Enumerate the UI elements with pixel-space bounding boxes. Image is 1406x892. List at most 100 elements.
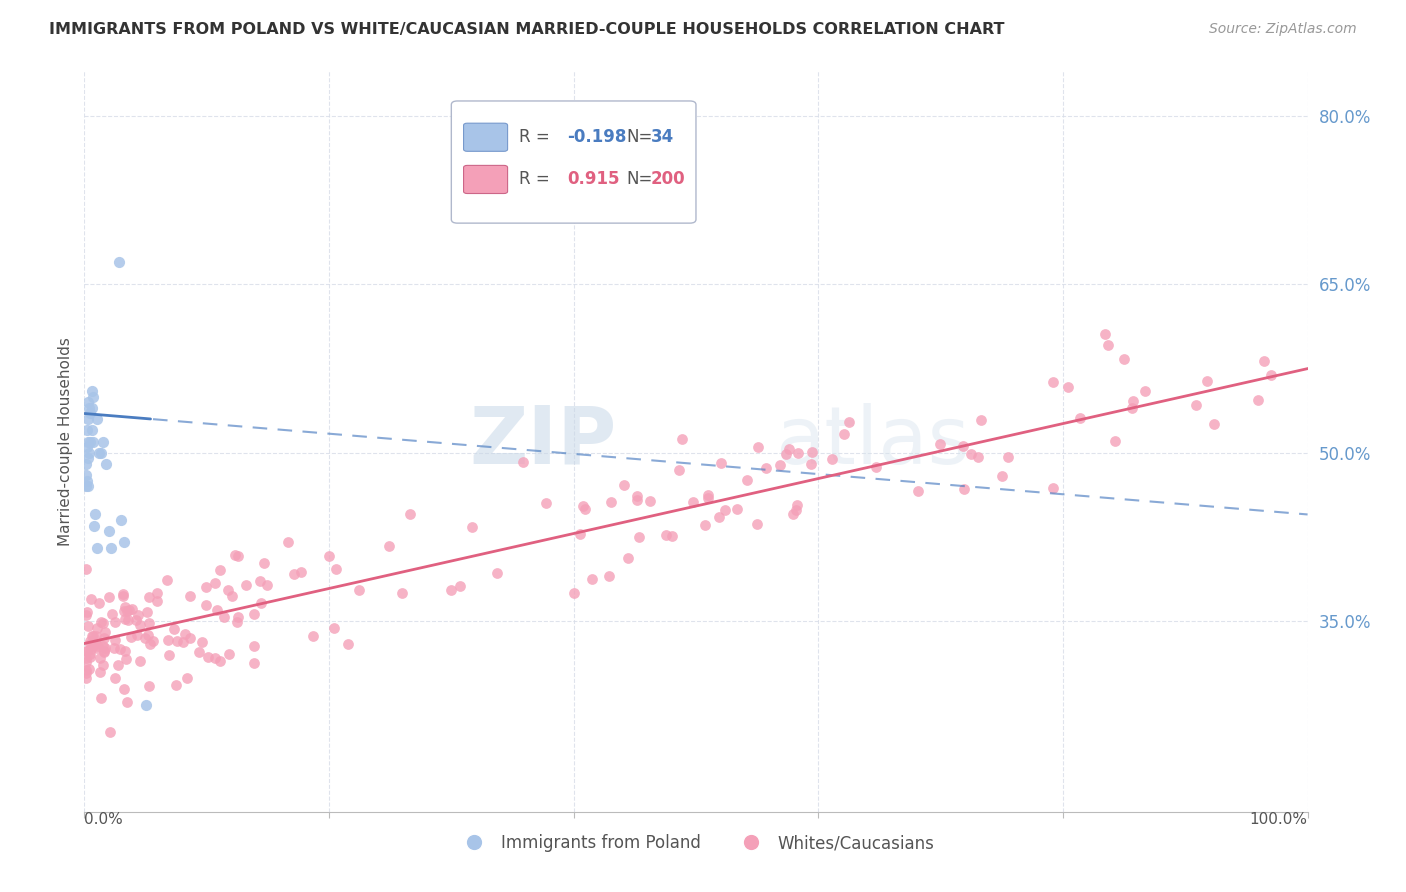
- Point: [98, 724, 121, 739]
- Point: [77, 446, 100, 460]
- Point: [243, 607, 266, 621]
- Point: [696, 491, 718, 505]
- Point: [104, 615, 127, 629]
- Point: [671, 432, 693, 446]
- Point: [617, 551, 640, 566]
- Point: [75, 665, 97, 680]
- Point: [226, 615, 249, 630]
- Point: [129, 654, 152, 668]
- Point: [1094, 327, 1116, 342]
- Point: [115, 605, 138, 619]
- Point: [100, 607, 122, 621]
- Point: [135, 605, 157, 619]
- Point: [82, 638, 104, 652]
- Point: [156, 632, 179, 647]
- Point: [117, 613, 139, 627]
- Point: [785, 502, 807, 516]
- FancyBboxPatch shape: [464, 165, 508, 194]
- Point: [682, 495, 704, 509]
- Point: [693, 517, 716, 532]
- Point: [76, 440, 98, 454]
- Point: [952, 439, 974, 453]
- Point: [165, 678, 187, 692]
- Point: [77, 479, 100, 493]
- Point: [75, 671, 97, 685]
- Point: [747, 440, 769, 454]
- Point: [253, 556, 276, 570]
- Point: [112, 535, 135, 549]
- Point: [249, 596, 271, 610]
- Text: 200: 200: [651, 170, 685, 188]
- Point: [75, 651, 97, 665]
- Point: [1260, 368, 1282, 382]
- Point: [655, 528, 678, 542]
- Point: [714, 503, 737, 517]
- Point: [218, 648, 240, 662]
- Point: [747, 516, 769, 531]
- Point: [125, 613, 148, 627]
- Point: [337, 637, 360, 651]
- Point: [127, 607, 149, 622]
- Point: [786, 446, 808, 460]
- Point: [82, 390, 104, 404]
- Point: [91, 434, 114, 449]
- Text: ZIP: ZIP: [470, 402, 616, 481]
- Point: [322, 620, 344, 634]
- Point: [572, 500, 595, 514]
- Text: N=: N=: [626, 170, 652, 188]
- Point: [83, 518, 105, 533]
- Text: Source: ZipAtlas.com: Source: ZipAtlas.com: [1209, 22, 1357, 37]
- Point: [172, 635, 194, 649]
- Point: [997, 450, 1019, 464]
- Point: [104, 671, 127, 685]
- Point: [114, 644, 136, 658]
- Point: [166, 634, 188, 648]
- Point: [84, 508, 107, 522]
- Text: IMMIGRANTS FROM POLAND VS WHITE/CAUCASIAN MARRIED-COUPLE HOUSEHOLDS CORRELATION : IMMIGRANTS FROM POLAND VS WHITE/CAUCASIA…: [49, 22, 1005, 37]
- Point: [176, 672, 198, 686]
- Point: [378, 539, 401, 553]
- Point: [838, 415, 860, 429]
- Point: [212, 609, 235, 624]
- Point: [86, 640, 108, 655]
- Point: [76, 644, 98, 658]
- Text: atlas: atlas: [776, 402, 970, 481]
- Point: [696, 488, 718, 502]
- Text: R =: R =: [519, 170, 554, 188]
- Point: [79, 650, 101, 665]
- Point: [79, 407, 101, 421]
- Legend: Immigrants from Poland, Whites/Caucasians: Immigrants from Poland, Whites/Caucasian…: [451, 828, 941, 859]
- Point: [80, 641, 103, 656]
- Point: [966, 450, 988, 464]
- Text: R =: R =: [519, 128, 554, 146]
- Point: [86, 412, 108, 426]
- Point: [226, 610, 249, 624]
- Point: [755, 461, 778, 475]
- Point: [110, 642, 132, 657]
- Point: [118, 603, 141, 617]
- Point: [668, 463, 690, 477]
- Point: [969, 413, 991, 427]
- Point: [249, 574, 271, 588]
- Point: [290, 566, 312, 580]
- Point: [562, 586, 585, 600]
- Point: [782, 508, 804, 522]
- Point: [157, 648, 180, 663]
- Point: [174, 627, 197, 641]
- Point: [283, 566, 305, 581]
- Point: [598, 569, 620, 583]
- Point: [75, 655, 97, 669]
- Point: [277, 535, 299, 549]
- Point: [80, 591, 103, 606]
- Point: [1121, 401, 1143, 416]
- Point: [204, 651, 226, 665]
- Point: [769, 458, 792, 472]
- Point: [613, 478, 636, 492]
- Point: [134, 631, 156, 645]
- Point: [80, 629, 103, 643]
- Point: [76, 423, 98, 437]
- Point: [138, 615, 160, 630]
- Text: 34: 34: [651, 128, 673, 146]
- Point: [94, 625, 117, 640]
- Point: [1069, 410, 1091, 425]
